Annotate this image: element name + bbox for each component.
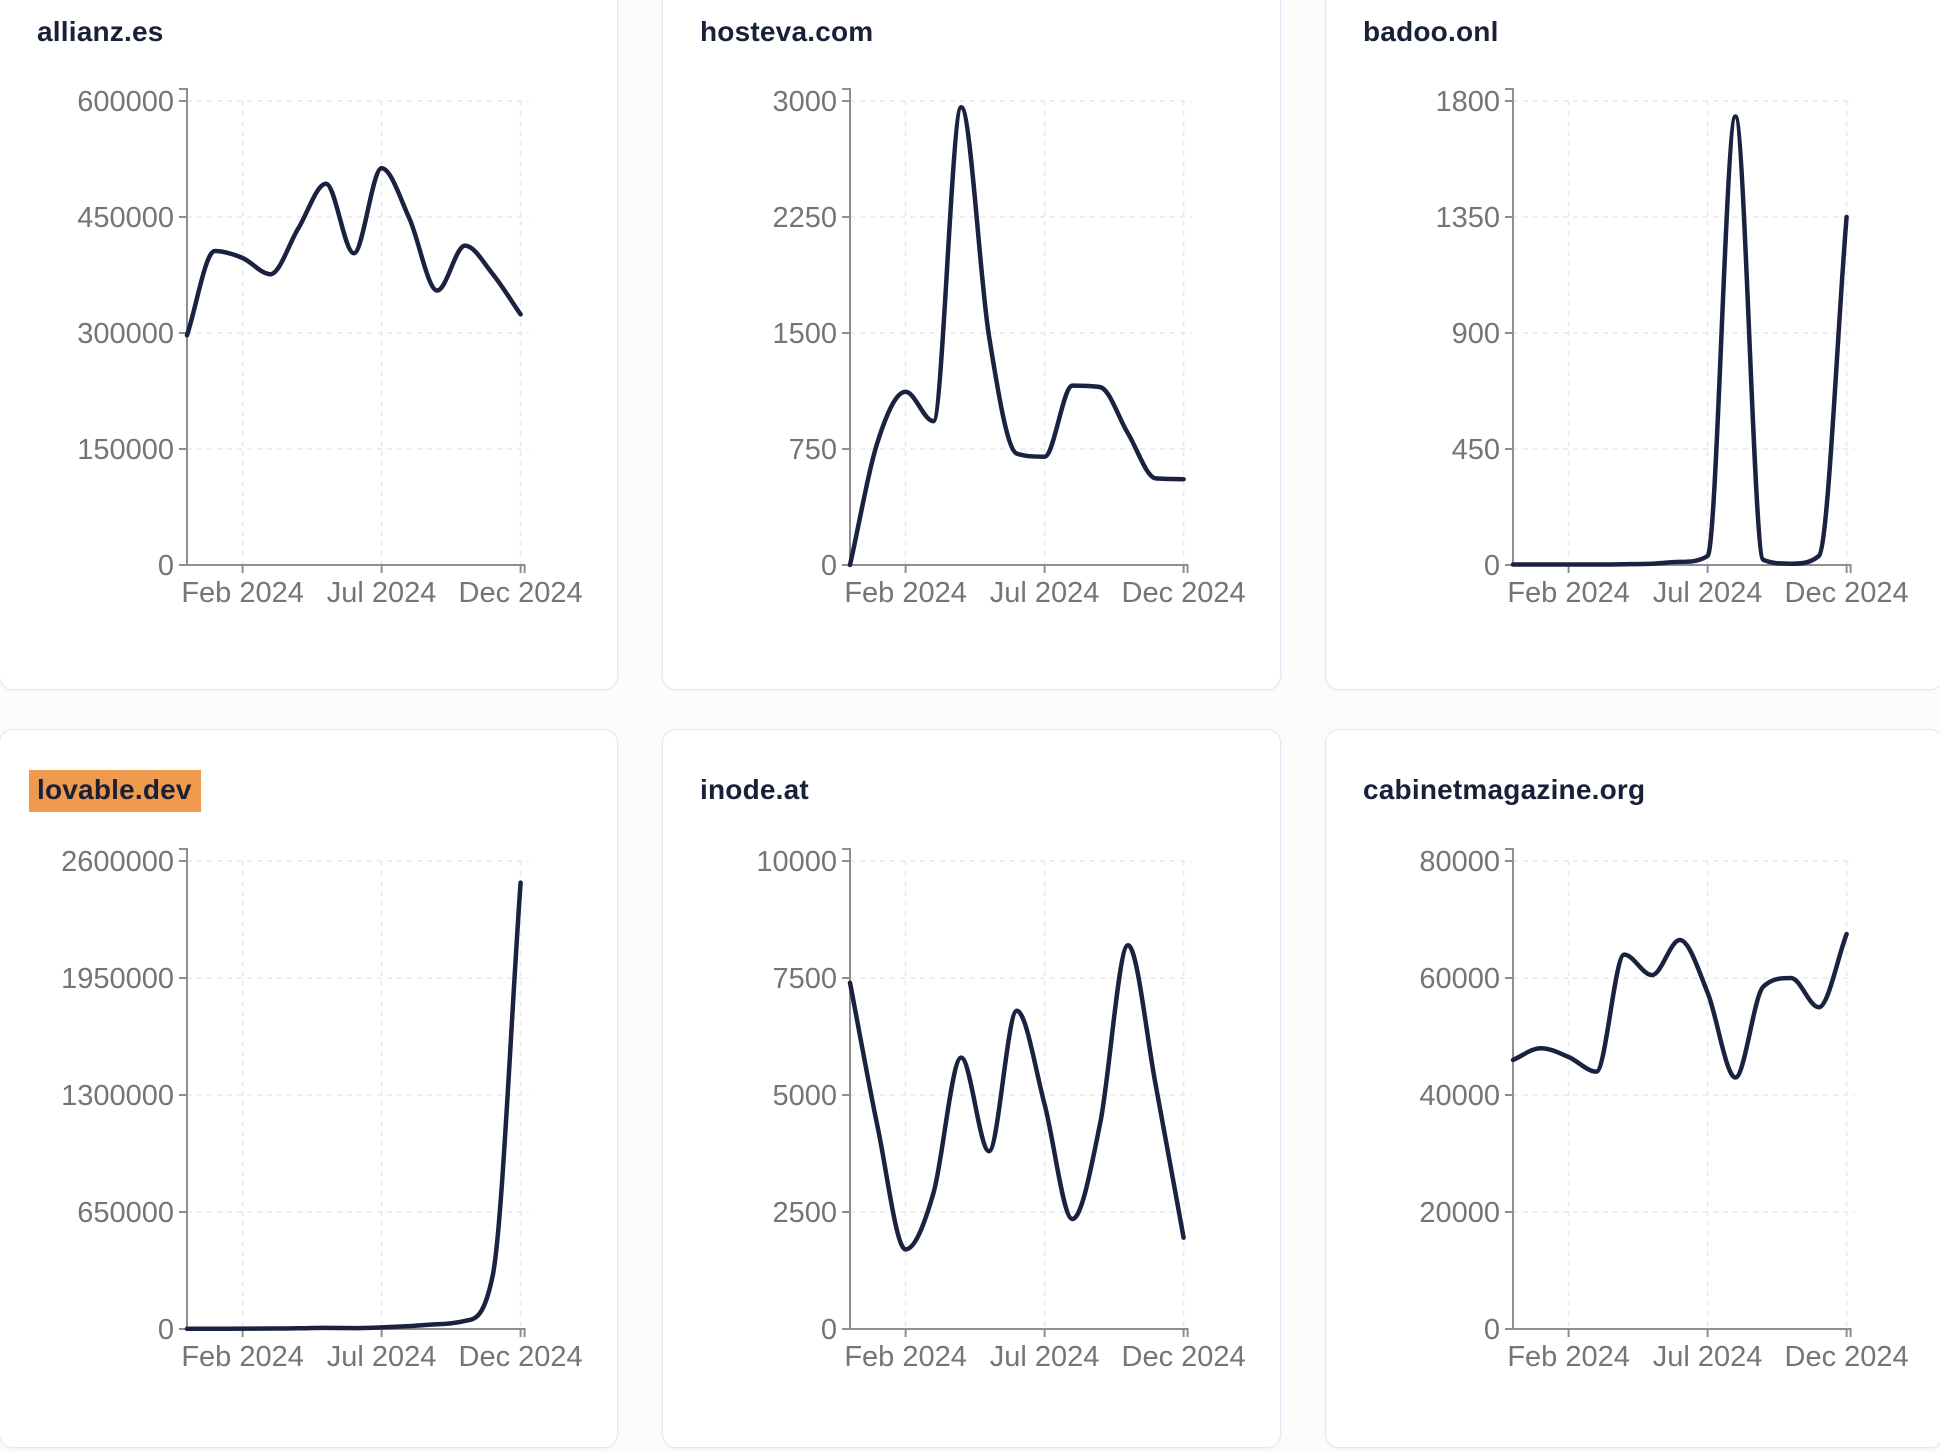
y-axis-tick-label: 2250	[772, 202, 837, 234]
y-axis-tick-label: 7500	[772, 963, 837, 995]
y-axis-tick-label: 1800	[1435, 86, 1500, 118]
chart-card-badoo: badoo.onl 0 450 900 1350 1800 Feb 2024 Jul 202…	[1325, 0, 1940, 690]
traffic-line-chart: 0 20000 40000 60000 80000 Feb 2024 Jul 2024 Dec…	[1419, 846, 1909, 1373]
domain-title: hosteva.com	[700, 16, 874, 47]
x-axis-tick-label: Jul 2024	[1653, 577, 1763, 609]
y-axis-tick-label: 900	[1452, 318, 1500, 350]
x-axis-tick-label: Feb 2024	[1507, 577, 1630, 609]
x-axis-tick-label: Feb 2024	[1507, 1341, 1630, 1373]
y-axis-tick-label: 600000	[77, 86, 174, 118]
y-axis-tick-label: 20000	[1419, 1197, 1500, 1229]
y-axis-tick-label: 0	[821, 550, 837, 582]
x-axis-tick-label: Dec 2024	[1785, 577, 1909, 609]
y-axis-tick-label: 450000	[77, 202, 174, 234]
traffic-series-line	[1510, 114, 1849, 567]
x-axis-tick-label: Dec 2024	[1785, 1341, 1909, 1373]
x-axis-tick-label: Jul 2024	[327, 1341, 437, 1373]
traffic-line-chart: 0 450 900 1350 1800 Feb 2024 Jul 2024 Dec 2024	[1435, 86, 1909, 609]
y-axis-tick-label: 2600000	[61, 846, 174, 878]
chart-card-lovable: lovable.dev 0 650000 1300000 1950000 2600000…	[0, 729, 618, 1448]
chart-card-allianz: allianz.es 0 150000 300000 450000 600000 Feb …	[0, 0, 618, 690]
y-axis-tick-label: 150000	[77, 434, 174, 466]
traffic-series-line	[847, 104, 1186, 568]
y-axis-tick-label: 0	[158, 550, 174, 582]
y-axis-tick-label: 300000	[77, 318, 174, 350]
domain-title: allianz.es	[37, 16, 164, 47]
x-axis-tick-label: Feb 2024	[844, 1341, 967, 1373]
chart-card-cabinetmagazine: cabinetmagazine.org 0 20000 40000 60000 8000…	[1325, 729, 1940, 1448]
y-axis-tick-label: 0	[821, 1314, 837, 1346]
chart-card-hosteva: hosteva.com 0 750 1500 2250 3000 Feb 2024 Jul …	[662, 0, 1281, 690]
y-axis-tick-label: 0	[1484, 1314, 1500, 1346]
y-axis-tick-label: 650000	[77, 1197, 174, 1229]
chart-card-inode: inode.at 0 2500 5000 7500 10000 Feb 2024 Jul 2…	[662, 729, 1281, 1448]
x-axis-tick-label: Dec 2024	[1122, 577, 1246, 609]
x-axis-tick-label: Feb 2024	[181, 1341, 304, 1373]
traffic-line-chart: 0 650000 1300000 1950000 2600000 Feb 2024 Jul …	[61, 846, 583, 1373]
x-axis-tick-label: Feb 2024	[181, 577, 304, 609]
x-axis-tick-label: Dec 2024	[1122, 1341, 1246, 1373]
traffic-series-line	[184, 880, 523, 1332]
y-axis-tick-label: 10000	[756, 846, 837, 878]
x-axis-tick-label: Jul 2024	[1653, 1341, 1763, 1373]
y-axis-tick-label: 1950000	[61, 963, 174, 995]
y-axis-tick-label: 5000	[772, 1080, 837, 1112]
y-axis-tick-label: 3000	[772, 86, 837, 118]
traffic-line-chart: 0 750 1500 2250 3000 Feb 2024 Jul 2024 Dec 2024	[772, 86, 1246, 609]
y-axis-tick-label: 1500	[772, 318, 837, 350]
y-axis-tick-label: 60000	[1419, 963, 1500, 995]
x-axis-tick-label: Jul 2024	[990, 1341, 1100, 1373]
y-axis-tick-label: 0	[158, 1314, 174, 1346]
domain-title: cabinetmagazine.org	[1363, 774, 1646, 805]
y-axis-tick-label: 80000	[1419, 846, 1500, 878]
y-axis-tick-label: 1350	[1435, 202, 1500, 234]
traffic-line-chart: 0 2500 5000 7500 10000 Feb 2024 Jul 2024 Dec 20…	[756, 846, 1246, 1373]
traffic-series-line	[847, 942, 1186, 1252]
x-axis-tick-label: Jul 2024	[327, 577, 437, 609]
y-axis-tick-label: 1300000	[61, 1080, 174, 1112]
y-axis-tick-label: 0	[1484, 550, 1500, 582]
traffic-series-line	[1510, 931, 1849, 1080]
traffic-line-chart: 0 150000 300000 450000 600000 Feb 2024 Jul 202…	[77, 86, 583, 609]
domain-title: inode.at	[700, 774, 809, 805]
y-axis-tick-label: 750	[789, 434, 837, 466]
x-axis-tick-label: Feb 2024	[844, 577, 967, 609]
y-axis-tick-label: 2500	[772, 1197, 837, 1229]
x-axis-tick-label: Jul 2024	[990, 577, 1100, 609]
y-axis-tick-label: 40000	[1419, 1080, 1500, 1112]
x-axis-tick-label: Dec 2024	[459, 577, 583, 609]
x-axis-tick-label: Dec 2024	[459, 1341, 583, 1373]
domain-title-highlight: lovable.dev	[29, 770, 201, 812]
y-axis-tick-label: 450	[1452, 434, 1500, 466]
traffic-series-line	[184, 166, 523, 338]
domain-title: badoo.onl	[1363, 16, 1499, 47]
